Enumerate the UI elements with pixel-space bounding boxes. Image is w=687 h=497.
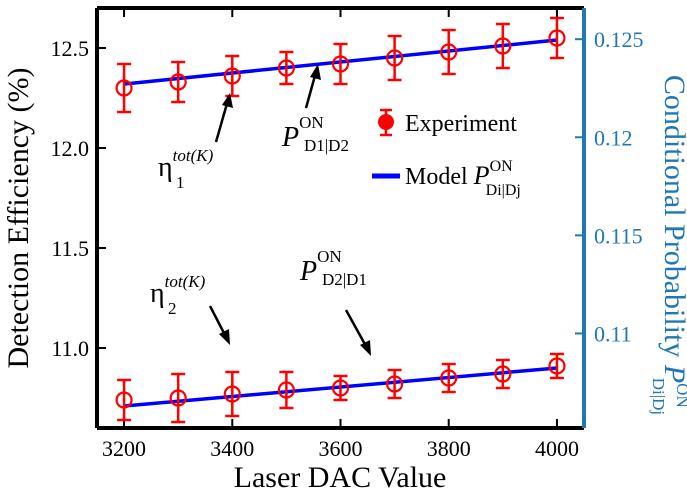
annotation-p21-sub: D2|D1	[322, 270, 367, 289]
annotation-p21-arrow	[344, 309, 369, 349]
x-tick-label: 3400	[210, 436, 254, 461]
data-point-upper	[277, 59, 295, 77]
x-axis-title: Laser DAC Value	[234, 461, 447, 494]
legend-model-sub: Di|Dj	[486, 182, 521, 199]
annotation-eta1-arrowhead	[222, 93, 233, 108]
x-tick-label: 3200	[102, 436, 146, 461]
annotation-eta2: ηtot(K) 2	[150, 272, 206, 318]
data-point-lower	[169, 389, 187, 407]
annotation-p12-sup: ON	[299, 113, 324, 132]
data-point-upper	[331, 55, 350, 73]
data-point-upper	[548, 29, 566, 47]
y2-axis-title-text: Conditional Probability	[658, 75, 687, 365]
legend-model-text: Model	[405, 164, 474, 190]
legend-experiment-marker	[378, 114, 394, 130]
data-point-lower	[494, 365, 512, 383]
annotation-eta2-sup: tot(K)	[165, 272, 206, 291]
y-tick-label: 12.5	[51, 36, 90, 61]
data-point-lower	[115, 391, 133, 409]
data-point-lower	[548, 357, 566, 375]
annotation-eta1-sub: 1	[176, 173, 185, 192]
y-tick-label: 11.0	[51, 336, 89, 361]
data-point-upper	[169, 73, 187, 91]
annotation-p12-arrowhead	[310, 64, 321, 80]
legend-model-var: P	[473, 161, 490, 190]
annotation-eta1-main: η	[158, 152, 173, 183]
legend: Experiment Model PON Di|Dj	[372, 108, 521, 199]
annotation-p12-main: P	[281, 122, 299, 153]
tick-labels: 3200 3400 3600 3800 4000 11.0 11.5 12.0 12.5 0.11…	[51, 27, 644, 461]
data-point-upper	[223, 67, 241, 85]
y2-axis-title: Conditional Probability PON Di|Dj	[649, 75, 687, 415]
annotation-p21-sup: ON	[317, 247, 342, 266]
annotation-eta2-arrowhead	[219, 329, 230, 345]
data-point-lower	[223, 385, 241, 403]
y2-tick-label: 0.115	[594, 223, 643, 248]
annotation-p12-sub: D1|D2	[304, 136, 349, 155]
legend-experiment-label: Experiment	[405, 111, 517, 137]
y2-tick-label: 0.12	[594, 125, 633, 150]
data-point-upper	[440, 43, 458, 61]
experiment-points	[115, 16, 566, 424]
data-point-upper	[494, 37, 512, 55]
annotation-eta2-main: η	[150, 278, 165, 309]
y-axis-title: Detection Efficiency (%)	[2, 68, 35, 369]
annotation-eta1-arrow	[214, 99, 230, 143]
x-tick-label: 3600	[319, 436, 363, 461]
data-point-lower	[440, 369, 458, 387]
annotation-p12: PON D1|D2	[281, 113, 349, 155]
annotation-eta1-sup: tot(K)	[173, 146, 214, 165]
data-point-upper	[115, 79, 133, 97]
data-point-lower	[386, 375, 404, 393]
y2-tick-label: 0.11	[594, 321, 632, 346]
y-tick-label: 11.5	[51, 236, 89, 261]
y-tick-label: 12.0	[51, 136, 90, 161]
x-tick-label: 4000	[535, 436, 579, 461]
x-tick-label: 3800	[427, 436, 471, 461]
annotation-p21: PON D2|D1	[299, 247, 367, 289]
annotations: ηtot(K) 1 PON D1|D2 ηtot(K) 2 PON D2|D1	[150, 64, 371, 356]
annotation-p21-main: P	[299, 256, 317, 287]
legend-model-sup: ON	[490, 158, 514, 175]
legend-model-label: Model PON Di|Dj	[405, 158, 521, 199]
y2-axis-title-sub: Di|Dj	[649, 378, 668, 415]
data-point-upper	[386, 49, 404, 67]
annotation-eta2-sub: 2	[168, 299, 177, 318]
data-point-lower	[277, 381, 295, 399]
y2-axis-title-var: P	[658, 364, 687, 383]
y2-tick-label: 0.125	[594, 27, 644, 52]
annotation-eta1: ηtot(K) 1	[158, 146, 214, 192]
model-lines	[123, 38, 558, 408]
annotation-p21-arrowhead	[360, 340, 371, 356]
data-point-lower	[331, 379, 350, 397]
y2-axis-title-sup: ON	[673, 383, 687, 408]
